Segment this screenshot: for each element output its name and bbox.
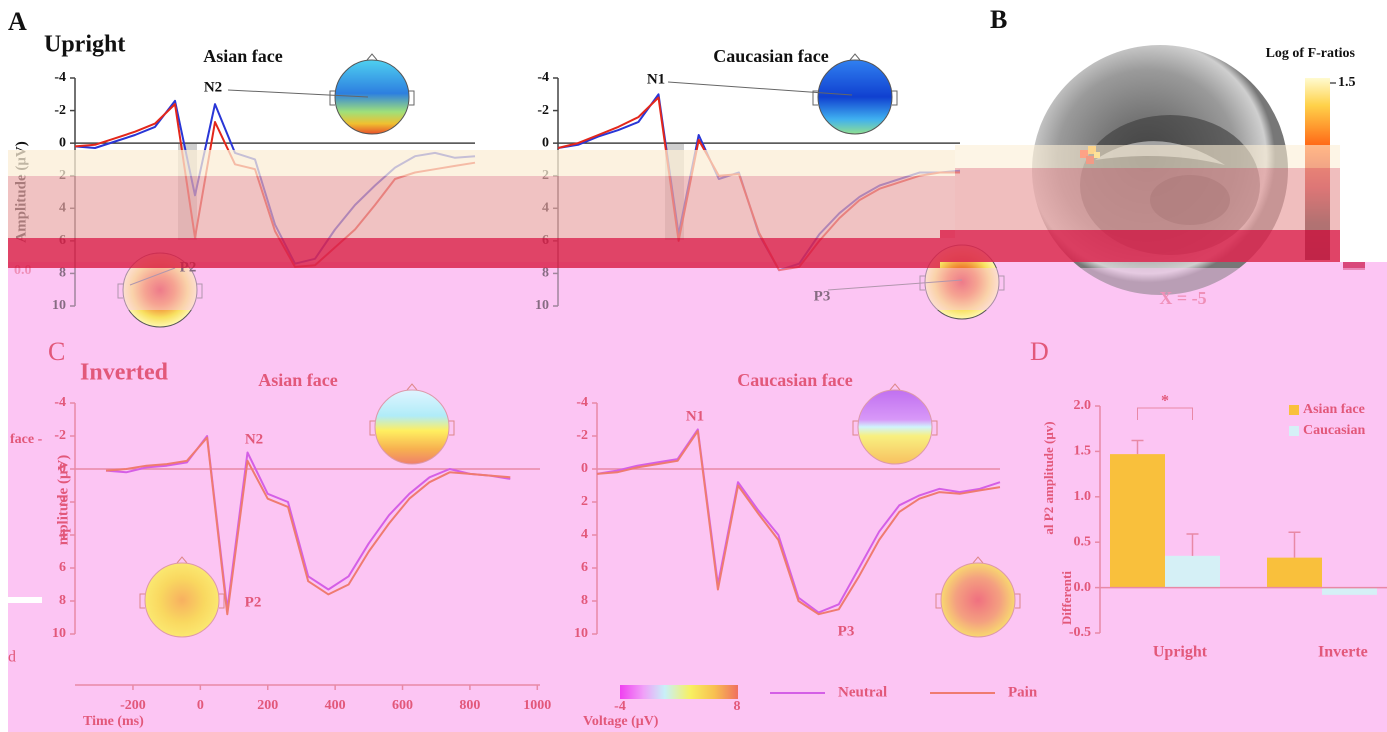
x-tick-label: Upright (1153, 644, 1208, 661)
topomap (935, 556, 1021, 638)
y-tick-label: -4 (576, 395, 588, 410)
component-label: P3 (838, 623, 855, 639)
y-tick-label: 1.5 (1074, 444, 1092, 459)
chart-title: Asian face (258, 370, 338, 390)
topomap (852, 383, 938, 465)
fragment: d (8, 649, 16, 666)
component-label: N1 (686, 408, 704, 424)
component-label: N1 (647, 71, 665, 87)
legend-label: Pain (1008, 684, 1038, 700)
y-tick-label: 1.0 (1074, 489, 1092, 504)
overlays (8, 145, 1387, 603)
x-axis-label: Time (ms) (83, 714, 144, 729)
y-tick-label: 4 (59, 527, 66, 542)
colorbar-tick-label: 1.5 (1338, 75, 1356, 90)
bar (1165, 555, 1220, 588)
bar (1110, 454, 1165, 588)
legend-label: Neutral (838, 684, 887, 700)
significance-label: * (1161, 393, 1169, 410)
legend-swatch (1289, 426, 1299, 436)
x-tick-label: 1000 (523, 698, 551, 713)
topomap (812, 53, 898, 135)
y-tick-label: -2 (54, 428, 66, 443)
error-bar (1288, 531, 1301, 558)
chart-title: Caucasian face (737, 370, 853, 390)
y-tick-label: 0 (59, 461, 66, 476)
x-tick-label: 0 (197, 698, 204, 713)
fragment: face - (10, 432, 43, 447)
legend-label: Asian face (1303, 402, 1365, 417)
topomap (369, 383, 455, 465)
significance-bracket (1137, 407, 1193, 420)
legend-label: Caucasian (1303, 423, 1365, 438)
voltage-min: -4 (614, 699, 626, 714)
y-tick-label: 0.5 (1074, 534, 1092, 549)
error-bar (1131, 439, 1144, 455)
y-tick-label: 2 (59, 494, 66, 509)
bar (1322, 587, 1377, 595)
y-tick-label: -2 (54, 103, 66, 118)
component-label: N2 (245, 431, 263, 447)
y-tick-label: 8 (59, 593, 66, 608)
y-tick-label: 10 (52, 626, 66, 641)
component-label: P2 (245, 594, 262, 610)
y-tick-label: -4 (537, 70, 549, 85)
panel-label: B (990, 5, 1007, 34)
y-tick-label: -4 (54, 70, 66, 85)
y-tick-label: 2 (581, 494, 588, 509)
erp-line (596, 428, 1001, 614)
y-tick-label: -2 (537, 103, 549, 118)
y-tick-label: 4 (581, 527, 588, 542)
voltage-label: Voltage (μV) (583, 714, 659, 729)
erp-line (105, 436, 511, 616)
y-tick-label: 6 (581, 560, 588, 575)
erp-line (596, 430, 1001, 616)
y-tick-label: 0 (59, 135, 66, 150)
panel-label: C (48, 337, 65, 366)
y-tick-label: 0.0 (1074, 580, 1092, 595)
legend-swatch (1289, 405, 1299, 415)
bar (1267, 557, 1322, 588)
y-axis-label: Differenti (1059, 571, 1074, 625)
y-tick-label: -0.5 (1069, 625, 1091, 640)
y-tick-label: 0 (542, 135, 549, 150)
y-tick-label: -2 (576, 428, 588, 443)
y-tick-label: -4 (54, 395, 66, 410)
colorbar-label: Log of F-ratios (1266, 46, 1356, 61)
y-axis-label: al P2 amplitude (μv) (1041, 421, 1056, 534)
y-tick-label: 0 (581, 461, 588, 476)
x-tick-label: 800 (459, 698, 480, 713)
chart-title: Caucasian face (713, 46, 829, 66)
y-tick-label: 2.0 (1074, 398, 1092, 413)
voltage-max: 8 (734, 699, 741, 714)
x-tick-label: Inverte (1318, 644, 1368, 661)
y-tick-label: 6 (59, 560, 66, 575)
voltage-colorbar (620, 685, 738, 699)
y-tick-label: 8 (581, 593, 588, 608)
y-tick-label: 10 (574, 626, 588, 641)
panel-label: A (8, 7, 27, 36)
x-tick-label: 200 (257, 698, 278, 713)
x-tick-label: -200 (120, 698, 146, 713)
chart-title: Asian face (203, 46, 283, 66)
section-label: Inverted (80, 360, 169, 386)
erp-line (105, 435, 511, 611)
x-tick-label: 600 (392, 698, 413, 713)
component-label: N2 (204, 79, 222, 95)
fragment: mplitude (μV) (55, 455, 71, 546)
error-bar (1186, 533, 1199, 556)
x-tick-label: 400 (325, 698, 346, 713)
topomap (139, 556, 225, 638)
panel-label: D (1030, 337, 1049, 366)
topomap (329, 53, 415, 135)
section-label: Upright (44, 32, 125, 58)
